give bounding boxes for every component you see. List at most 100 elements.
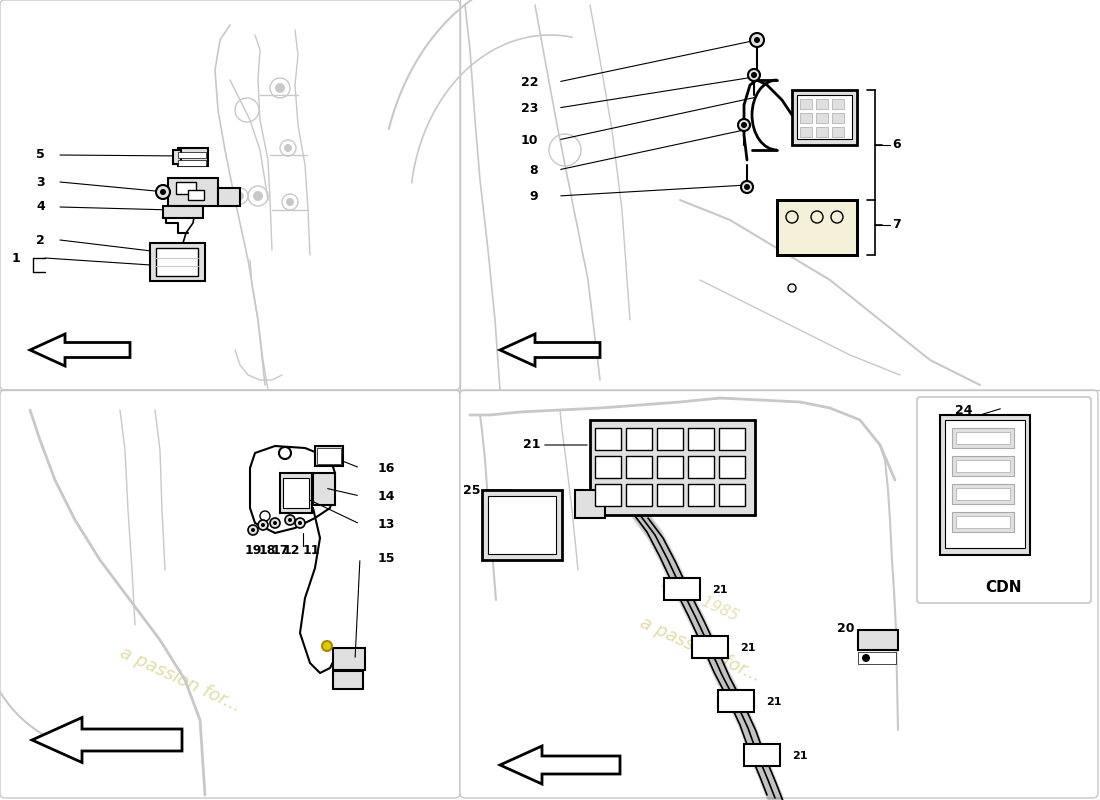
Circle shape bbox=[270, 518, 280, 528]
Circle shape bbox=[741, 122, 747, 128]
Circle shape bbox=[160, 189, 166, 195]
Bar bbox=[832, 113, 844, 123]
Bar bbox=[163, 206, 204, 218]
Bar bbox=[952, 428, 1014, 448]
Bar bbox=[315, 446, 343, 466]
Bar bbox=[575, 490, 605, 518]
Bar bbox=[832, 99, 844, 109]
Circle shape bbox=[288, 518, 292, 522]
Circle shape bbox=[258, 520, 268, 530]
Circle shape bbox=[261, 523, 265, 527]
Bar bbox=[816, 127, 828, 137]
Bar bbox=[777, 200, 857, 255]
Text: 9: 9 bbox=[529, 190, 538, 202]
Bar bbox=[333, 671, 363, 689]
Bar bbox=[718, 690, 754, 712]
Bar bbox=[168, 178, 218, 206]
Bar bbox=[956, 432, 1010, 444]
Circle shape bbox=[298, 521, 302, 525]
Text: 18: 18 bbox=[258, 543, 276, 557]
Circle shape bbox=[751, 72, 757, 78]
Bar bbox=[590, 420, 755, 515]
FancyBboxPatch shape bbox=[460, 390, 1098, 798]
Bar bbox=[173, 150, 182, 164]
Bar bbox=[777, 200, 857, 255]
Bar bbox=[333, 648, 365, 670]
Circle shape bbox=[750, 33, 764, 47]
Text: 12: 12 bbox=[283, 543, 299, 557]
Text: CDN: CDN bbox=[986, 581, 1022, 595]
Text: 20: 20 bbox=[837, 622, 855, 634]
Bar bbox=[719, 456, 745, 478]
Circle shape bbox=[156, 185, 170, 199]
Text: 21: 21 bbox=[766, 697, 781, 707]
Text: 13: 13 bbox=[378, 518, 395, 530]
Text: 19: 19 bbox=[244, 543, 262, 557]
Text: 14: 14 bbox=[378, 490, 396, 502]
Bar bbox=[956, 460, 1010, 472]
Circle shape bbox=[286, 198, 294, 206]
Text: 10: 10 bbox=[520, 134, 538, 146]
FancyBboxPatch shape bbox=[0, 390, 460, 798]
Text: 8: 8 bbox=[529, 163, 538, 177]
Bar bbox=[178, 152, 206, 158]
Bar bbox=[488, 496, 556, 554]
Text: 4: 4 bbox=[36, 201, 45, 214]
Bar bbox=[595, 456, 621, 478]
Circle shape bbox=[236, 192, 244, 200]
Circle shape bbox=[275, 83, 285, 93]
Bar bbox=[657, 428, 683, 450]
Polygon shape bbox=[500, 334, 600, 366]
Bar bbox=[626, 428, 652, 450]
Text: 7: 7 bbox=[892, 218, 901, 231]
Bar bbox=[150, 243, 205, 281]
Text: 22: 22 bbox=[520, 75, 538, 89]
Bar bbox=[317, 448, 341, 464]
Bar bbox=[816, 99, 828, 109]
Bar bbox=[832, 127, 844, 137]
Bar bbox=[940, 415, 1030, 555]
Bar bbox=[956, 488, 1010, 500]
Text: 2: 2 bbox=[36, 234, 45, 246]
Text: a passion for...: a passion for... bbox=[117, 644, 243, 716]
Bar bbox=[595, 484, 621, 506]
Bar bbox=[800, 113, 812, 123]
Bar bbox=[688, 456, 714, 478]
Bar bbox=[178, 160, 206, 166]
Bar bbox=[664, 578, 700, 600]
Text: 25: 25 bbox=[462, 483, 480, 497]
Circle shape bbox=[744, 184, 750, 190]
Bar bbox=[816, 113, 828, 123]
Circle shape bbox=[741, 181, 754, 193]
Circle shape bbox=[295, 518, 305, 528]
Text: 15: 15 bbox=[378, 551, 396, 565]
Bar bbox=[314, 473, 336, 505]
Circle shape bbox=[748, 69, 760, 81]
Bar bbox=[692, 636, 728, 658]
Bar bbox=[688, 428, 714, 450]
Bar bbox=[280, 473, 312, 513]
Text: 23: 23 bbox=[520, 102, 538, 114]
Bar bbox=[188, 190, 204, 200]
Bar bbox=[800, 127, 812, 137]
Circle shape bbox=[248, 525, 258, 535]
Text: 17: 17 bbox=[272, 543, 288, 557]
Bar bbox=[657, 456, 683, 478]
Text: 6: 6 bbox=[892, 138, 901, 151]
Bar bbox=[626, 484, 652, 506]
Bar bbox=[156, 248, 198, 276]
Text: since 1985: since 1985 bbox=[659, 575, 741, 625]
FancyBboxPatch shape bbox=[0, 0, 460, 390]
Bar bbox=[688, 484, 714, 506]
Text: 16: 16 bbox=[378, 462, 395, 474]
Circle shape bbox=[862, 654, 870, 662]
Bar bbox=[626, 456, 652, 478]
Bar bbox=[719, 428, 745, 450]
Circle shape bbox=[285, 515, 295, 525]
Bar bbox=[657, 484, 683, 506]
Bar bbox=[798, 95, 852, 139]
Polygon shape bbox=[32, 718, 182, 762]
Bar bbox=[800, 99, 812, 109]
Bar bbox=[858, 652, 896, 664]
Bar bbox=[952, 484, 1014, 504]
